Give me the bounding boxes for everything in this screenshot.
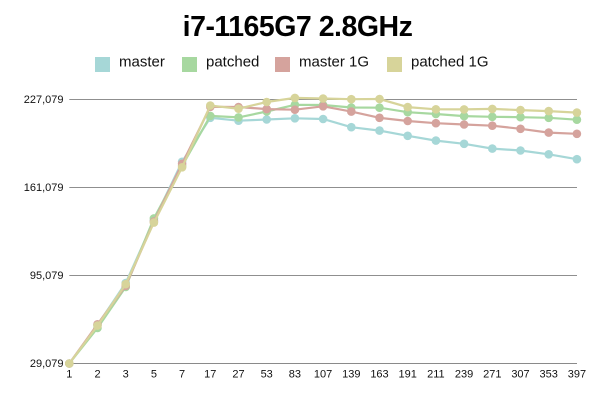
svg-text:353: 353 [540,369,558,381]
svg-text:161,079: 161,079 [24,182,64,194]
svg-text:master 1G: master 1G [299,54,369,71]
svg-text:307: 307 [511,369,529,381]
svg-text:211: 211 [427,369,445,381]
svg-text:95,079: 95,079 [30,270,64,282]
svg-text:27: 27 [232,369,244,381]
svg-text:139: 139 [342,369,360,381]
svg-text:1: 1 [66,369,72,381]
svg-text:83: 83 [289,369,301,381]
svg-text:17: 17 [204,369,216,381]
svg-text:3: 3 [123,369,129,381]
svg-text:master: master [119,54,165,71]
svg-text:227,079: 227,079 [24,94,64,106]
svg-text:patched: patched [206,54,259,71]
svg-text:107: 107 [314,369,332,381]
svg-text:397: 397 [568,369,586,381]
svg-text:patched 1G: patched 1G [411,54,489,71]
svg-text:i7-1165G7 2.8GHz: i7-1165G7 2.8GHz [183,11,413,43]
svg-text:163: 163 [370,369,388,381]
svg-text:2: 2 [94,369,100,381]
svg-text:271: 271 [483,369,501,381]
svg-text:29,079: 29,079 [30,358,64,370]
svg-text:7: 7 [179,369,185,381]
svg-text:239: 239 [455,369,473,381]
svg-text:53: 53 [261,369,273,381]
svg-text:5: 5 [151,369,157,381]
svg-text:191: 191 [399,369,417,381]
